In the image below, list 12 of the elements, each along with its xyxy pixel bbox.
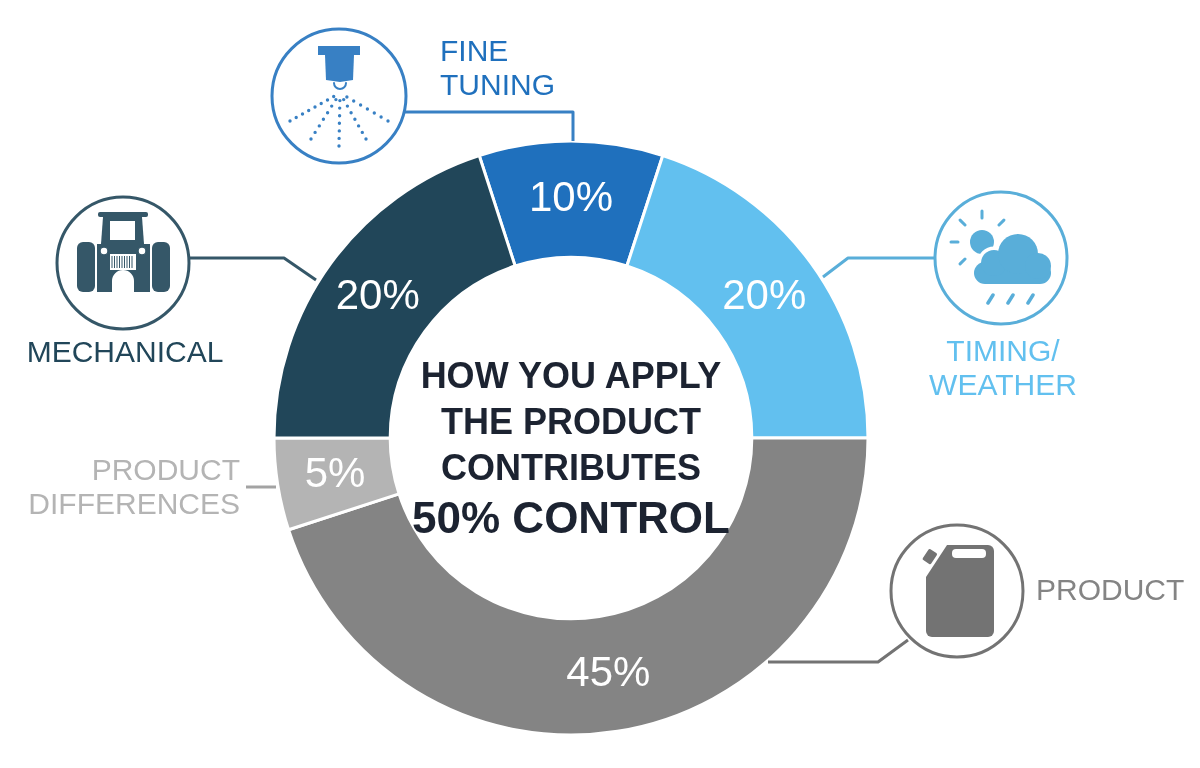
slice-label: PRODUCT DIFFERENCES xyxy=(27,453,240,521)
slice-label: PRODUCT xyxy=(1036,573,1186,607)
text: HOW YOU APPLY THE PRODUCT CONTRIBUTES xyxy=(419,354,723,490)
slice-label: FINE TUNING xyxy=(440,34,556,102)
data-label: 10% xyxy=(528,172,614,220)
slice-label: TIMING/ WEATHER xyxy=(928,334,1078,402)
slice-label: MECHANICAL xyxy=(25,335,225,369)
data-label: 45% xyxy=(566,647,651,695)
data-label: 20% xyxy=(722,271,807,319)
data-label: 20% xyxy=(335,271,420,319)
text: 50% CONTROL xyxy=(411,493,731,543)
data-label: 5% xyxy=(304,448,366,496)
